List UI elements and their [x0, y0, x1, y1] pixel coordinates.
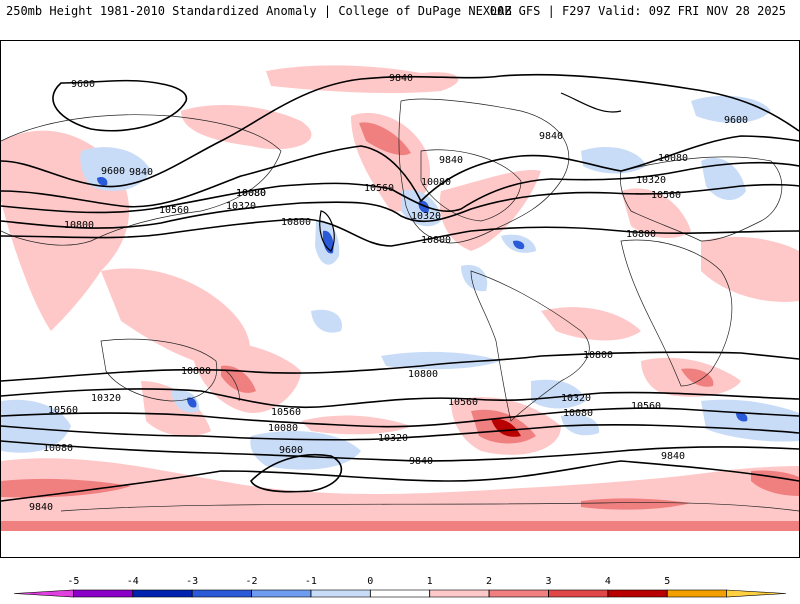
contour-label: 10560	[364, 183, 394, 194]
contour-label: 10800	[421, 235, 451, 246]
anomaly-shading	[1, 65, 799, 531]
colorbar: -5 -4 -3 -2 -1 0 1 2 3 4 5	[0, 570, 800, 600]
colorbar-swatch	[548, 589, 609, 598]
contour-label: 10320	[226, 201, 256, 212]
contour-label: 9840	[539, 131, 563, 142]
contour-label: 10560	[631, 401, 661, 412]
contour-label: 9840	[29, 502, 53, 513]
colorbar-tick-label: -1	[305, 576, 317, 587]
colorbar-swatch	[488, 589, 549, 598]
contour-label: 10560	[271, 407, 301, 418]
colorbar-swatch	[132, 589, 193, 598]
contour-label: 10080	[658, 153, 688, 164]
colorbar-tick-label: 1	[427, 576, 433, 587]
contour-label: 10560	[159, 205, 189, 216]
contour-label: 9840	[661, 451, 685, 462]
contour-label: 9840	[439, 155, 463, 166]
colorbar-tick-label: 3	[545, 576, 551, 587]
contour-label: 10080	[236, 188, 266, 199]
contour-label: 9840	[389, 73, 413, 84]
colorbar-swatches	[13, 589, 787, 598]
contour-label: 9600	[71, 79, 95, 90]
colorbar-tick-label: 4	[605, 576, 611, 587]
contour-label: 9840	[409, 456, 433, 467]
contour-labels: 9600 9840 9600 9840 10080 10320 10560 10…	[29, 73, 748, 513]
map-title: 250mb Height 1981-2010 Standardized Anom…	[6, 4, 512, 18]
contour-label: 10320	[561, 393, 591, 404]
contour-label: 10560	[48, 405, 78, 416]
contour-label: 10800	[626, 229, 656, 240]
contour-label: 10800	[583, 350, 613, 361]
colorbar-swatch	[191, 589, 252, 598]
contour-label: 10800	[64, 220, 94, 231]
contour-label: 10080	[43, 443, 73, 454]
colorbar-swatch	[73, 589, 134, 598]
colorbar-tick-label: -5	[67, 576, 79, 587]
colorbar-swatch	[726, 589, 787, 598]
colorbar-swatch	[666, 589, 727, 598]
coastlines	[0, 98, 800, 512]
model-run-label: 00Z GFS | F297 Valid: 09Z FRI NOV 28 202…	[489, 4, 786, 18]
contour-label: 10080	[268, 423, 298, 434]
colorbar-tick-label: -3	[186, 576, 198, 587]
contour-label: 10080	[421, 177, 451, 188]
contour-label: 10800	[181, 366, 211, 377]
contour-label: 10320	[411, 211, 441, 222]
contour-label: 10080	[563, 408, 593, 419]
contour-label: 10560	[651, 190, 681, 201]
contour-label: 10320	[91, 393, 121, 404]
contour-label: 9840	[129, 167, 153, 178]
contour-label: 10080	[236, 188, 266, 199]
colorbar-ticks: -5 -4 -3 -2 -1 0 1 2 3 4 5	[67, 576, 670, 597]
contour-label: 9600	[279, 445, 303, 456]
colorbar-swatch	[251, 589, 312, 598]
colorbar-tick-label: 2	[486, 576, 492, 587]
colorbar-tick-label: 0	[367, 576, 373, 587]
colorbar-swatch	[429, 589, 490, 598]
contour-label: 9600	[101, 166, 125, 177]
contour-label: 10320	[378, 433, 408, 444]
contour-label: 10560	[448, 397, 478, 408]
colorbar-tick-label: -2	[246, 576, 258, 587]
contour-label: 10800	[408, 369, 438, 380]
colorbar-swatch	[607, 589, 668, 598]
contour-label: 10320	[636, 175, 666, 186]
colorbar-tick-label: 5	[664, 576, 670, 587]
contour-label: 10800	[281, 217, 311, 228]
colorbar-swatch	[370, 589, 430, 598]
anomaly-map: 9600 9840 9600 9840 10080 10320 10560 10…	[0, 40, 800, 558]
colorbar-swatch	[310, 589, 371, 598]
height-contours	[0, 73, 800, 502]
colorbar-tick-label: -4	[127, 576, 139, 587]
colorbar-swatch	[13, 589, 74, 598]
contour-label: 9600	[724, 115, 748, 126]
